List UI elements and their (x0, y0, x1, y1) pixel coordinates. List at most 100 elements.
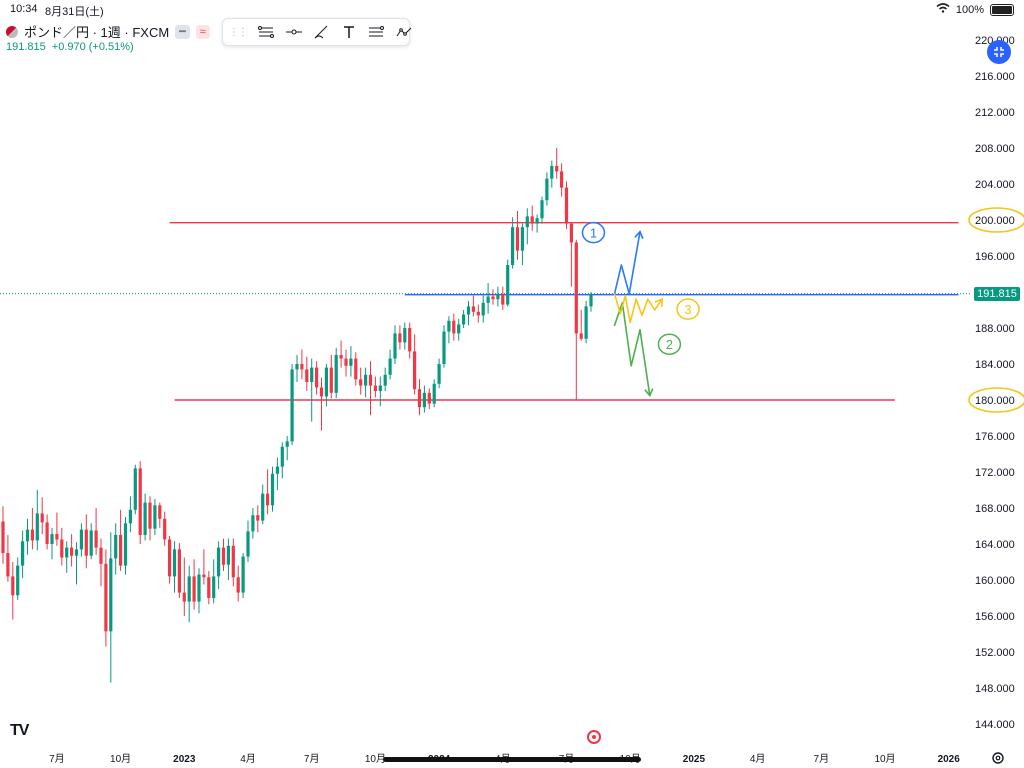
candle-body (21, 541, 25, 566)
collapse-icon (994, 47, 1004, 57)
x-tick-label: 2026 (938, 754, 961, 765)
candle-body (94, 530, 98, 548)
fullscreen-button[interactable] (987, 40, 1011, 64)
candle-body (6, 553, 10, 577)
candle-body (1, 521, 5, 553)
candle-body (310, 367, 314, 382)
candle-body (300, 364, 304, 370)
symbol-header[interactable]: ポンド／円 · 1週 · FXCM ━ ≈ (6, 22, 210, 41)
candle-body (266, 493, 270, 506)
candle-body (432, 383, 436, 404)
candle-body (153, 505, 157, 529)
x-tick-label: 4月 (750, 753, 766, 765)
scenario-arrowhead-3 (654, 297, 663, 307)
y-tick-label: 168.000 (975, 503, 1015, 515)
currency-flag-icon (6, 25, 18, 38)
horizontal-line-tool-icon[interactable] (285, 22, 303, 42)
tradingview-logo-icon[interactable]: TV (10, 722, 29, 739)
y-tick-label: 216.000 (975, 71, 1015, 83)
candle-body (334, 355, 338, 393)
y-tick-label: 208.000 (975, 143, 1015, 155)
candle-body (506, 265, 510, 305)
candle-body (555, 166, 559, 172)
level-lines[interactable] (169, 221, 959, 401)
y-tick-label: 156.000 (975, 611, 1015, 623)
x-tick-label: 2025 (683, 754, 706, 765)
x-tick-label: 10月 (365, 753, 386, 765)
candles (1, 148, 593, 683)
candle-body (496, 293, 500, 300)
candle-body (417, 389, 422, 408)
candle-body (236, 577, 240, 593)
candle-body (148, 502, 152, 529)
candle-body (481, 302, 485, 316)
text-tool-icon[interactable] (341, 22, 357, 42)
candle-body (128, 509, 132, 524)
scenario-path-3[interactable] (613, 292, 663, 324)
candle-body (256, 515, 260, 521)
scenario-arrowhead-2 (644, 388, 654, 397)
axis-highlight-circle_180 (968, 387, 1024, 413)
candle-body (354, 358, 358, 380)
drag-handle-icon[interactable]: ⋮⋮ (229, 26, 248, 38)
trend-line-tool-icon[interactable] (257, 22, 275, 42)
x-tick-label: 7月 (49, 753, 65, 765)
status-time: 10:34 (10, 3, 38, 15)
scenario-label-circle (581, 221, 606, 244)
candle-body (158, 505, 162, 519)
price-axis[interactable]: 144.000 148.000 152.000 156.000 160.000 164.0… (968, 35, 1024, 731)
fib-tool-icon[interactable] (367, 22, 385, 42)
candle-body (476, 311, 480, 316)
status-date: 8月31日(土) (45, 6, 104, 18)
minus-badge-icon[interactable]: ━ (175, 24, 190, 39)
battery-percent: 100% (955, 3, 984, 16)
candle-body (119, 535, 123, 566)
candle-body (579, 333, 583, 339)
candle-body (442, 331, 446, 364)
record-icon[interactable] (587, 730, 601, 744)
y-tick-label: 188.000 (975, 323, 1015, 335)
wave-badge-icon[interactable]: ≈ (195, 24, 210, 39)
price-change-row: 191.815 +0.970 (+0.51%) (6, 41, 134, 53)
x-tick-label: 7月 (304, 753, 320, 765)
candle-body (422, 392, 426, 408)
candle-body (383, 374, 387, 386)
candle-body (114, 535, 118, 559)
candle-body (457, 324, 461, 334)
candle-body (60, 539, 64, 558)
candle-body (187, 576, 191, 602)
candle-body (295, 364, 299, 370)
symbol-name[interactable]: ポンド／円 · 1週 · FXCM (24, 25, 170, 40)
scenario-annotations[interactable]: 1 2 3 (581, 221, 700, 397)
candle-body (25, 529, 30, 542)
scenario-arrowhead-1 (634, 230, 644, 239)
candle-body (540, 200, 544, 219)
candle-body (45, 522, 49, 544)
y-tick-label: 212.000 (975, 107, 1015, 119)
scenario-path-1[interactable] (613, 230, 641, 295)
candle-body (197, 574, 201, 602)
home-indicator (383, 757, 641, 762)
scenario-label-circle (657, 333, 682, 355)
x-tick-label: 10月 (874, 753, 895, 765)
candle-body (89, 530, 93, 556)
candle-body (349, 358, 353, 366)
battery-icon (990, 3, 1014, 16)
x-tick-label: 10月 (110, 753, 131, 765)
candle-body (275, 466, 279, 474)
settings-gear-icon[interactable] (991, 751, 1005, 765)
candle-body (226, 545, 230, 565)
last-price: 191.815 (6, 41, 46, 53)
candle-body (251, 515, 255, 532)
candle-body (246, 531, 250, 557)
candle-body (123, 523, 128, 566)
y-tick-label: 172.000 (975, 467, 1015, 479)
x-tick-label: 7月 (814, 753, 830, 765)
candle-body (104, 563, 108, 632)
candle-body (437, 364, 441, 384)
candle-body (109, 558, 113, 632)
path-tool-icon[interactable] (395, 22, 413, 42)
brush-tool-icon[interactable] (313, 22, 331, 42)
candle-body (50, 534, 54, 544)
